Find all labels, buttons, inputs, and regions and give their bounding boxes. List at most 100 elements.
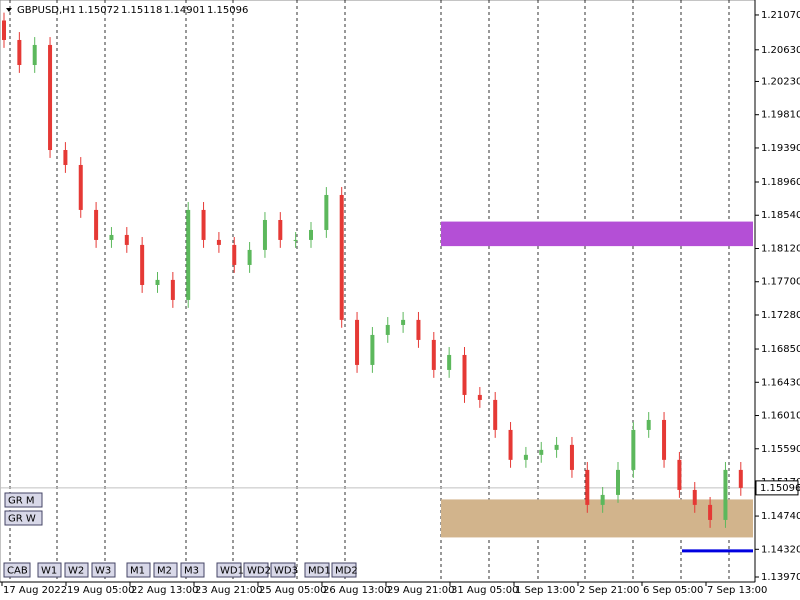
- button[interactable]: [91, 562, 116, 578]
- symbol: GBPUSD,H1: [17, 5, 76, 16]
- candle-body: [523, 454, 528, 460]
- candle-body: [94, 209, 99, 240]
- candle-body: [2, 20, 6, 40]
- candle-body: [124, 234, 129, 245]
- candle-body: [447, 354, 452, 370]
- candle-body: [723, 469, 728, 520]
- y-tick-label: 1.19390: [761, 143, 800, 154]
- header-value: 1.14901: [164, 5, 205, 16]
- candle-body: [339, 194, 344, 320]
- candle-body: [431, 339, 436, 370]
- candle-body: [278, 219, 283, 240]
- button[interactable]: [243, 562, 269, 578]
- candle-body: [539, 449, 544, 455]
- x-tick-label: 1 Sep 13:00: [515, 585, 575, 596]
- candle-body: [140, 244, 145, 285]
- candle-body: [616, 469, 620, 495]
- candle-body: [462, 354, 467, 395]
- button-label[interactable]: MD1: [308, 566, 331, 577]
- button-label[interactable]: M3: [184, 566, 199, 577]
- candle-body: [63, 150, 68, 165]
- price-tag-label: 1.15096: [760, 483, 800, 494]
- x-tick-label: 6 Sep 05:00: [643, 585, 703, 596]
- button-label[interactable]: M1: [130, 566, 145, 577]
- button-label[interactable]: WD2: [247, 566, 271, 577]
- candle-body: [48, 44, 53, 151]
- candle-body: [692, 489, 697, 505]
- y-tick-label: 1.13970: [761, 572, 800, 583]
- x-tick-label: 7 Sep 13:00: [707, 585, 767, 596]
- candle-body: [646, 419, 651, 430]
- y-tick-label: 1.17280: [761, 310, 800, 321]
- candle-body: [186, 209, 191, 300]
- button[interactable]: [126, 562, 151, 578]
- button-label[interactable]: GR M: [8, 496, 35, 507]
- x-tick-label: 19 Aug 05:00: [67, 585, 134, 596]
- button[interactable]: [4, 510, 43, 526]
- x-tick-label: 23 Aug 21:00: [195, 585, 262, 596]
- button[interactable]: [3, 562, 31, 578]
- menu-arrow[interactable]: [6, 8, 12, 12]
- candle-body: [78, 164, 83, 210]
- button[interactable]: [4, 492, 43, 508]
- y-tick-label: 1.20630: [761, 45, 800, 56]
- plot-area: [0, 0, 756, 583]
- y-tick-label: 1.21070: [761, 10, 800, 21]
- candle-body: [508, 429, 513, 460]
- button-label[interactable]: WD3: [274, 566, 298, 577]
- button[interactable]: [304, 562, 330, 578]
- candle-body: [232, 244, 237, 265]
- y-tick-label: 1.16010: [761, 411, 800, 422]
- x-tick-label: 22 Aug 13:00: [131, 585, 198, 596]
- candle-body: [170, 279, 175, 300]
- zone: [441, 499, 753, 538]
- candle-body: [554, 444, 559, 450]
- button-label[interactable]: W3: [95, 566, 111, 577]
- button[interactable]: [180, 562, 205, 578]
- candle-body: [477, 394, 482, 400]
- candle-body: [32, 44, 37, 65]
- button[interactable]: [64, 562, 89, 578]
- price-tag: [755, 480, 799, 496]
- x-tick-label: 26 Aug 13:00: [323, 585, 390, 596]
- candle-body: [155, 279, 160, 285]
- candle-body: [309, 229, 313, 240]
- candle-body: [569, 444, 574, 470]
- button[interactable]: [331, 562, 357, 578]
- button-label[interactable]: MD2: [335, 566, 358, 577]
- button[interactable]: [216, 562, 242, 578]
- candle-body: [662, 419, 667, 460]
- y-tick-label: 1.20230: [761, 76, 800, 87]
- button-label[interactable]: M2: [157, 566, 172, 577]
- candle-body: [324, 194, 329, 230]
- y-tick-label: 1.18120: [761, 243, 800, 254]
- y-tick-label: 1.19810: [761, 110, 800, 121]
- button-label[interactable]: GR W: [8, 514, 36, 525]
- y-tick-label: 1.17700: [761, 277, 800, 288]
- header-value: 1.15072: [78, 5, 119, 16]
- candle-body: [216, 239, 221, 245]
- candle-body: [370, 334, 375, 365]
- button-label[interactable]: WD1: [220, 566, 244, 577]
- candle-body: [600, 494, 605, 505]
- button-label[interactable]: W2: [68, 566, 84, 577]
- candle-body: [677, 459, 682, 490]
- x-tick-label: 29 Aug 21:00: [387, 585, 454, 596]
- button[interactable]: [270, 562, 296, 578]
- y-tick-label: 1.15590: [761, 444, 800, 455]
- candle-body: [109, 234, 114, 240]
- button-label[interactable]: W1: [41, 566, 57, 577]
- button[interactable]: [153, 562, 178, 578]
- candle-body: [201, 209, 206, 240]
- candle-body: [708, 504, 713, 520]
- zone: [441, 221, 753, 247]
- button[interactable]: [37, 562, 62, 578]
- y-tick-label: 1.18540: [761, 210, 800, 221]
- x-tick-label: 17 Aug 2022: [3, 585, 67, 596]
- candle-body: [585, 469, 590, 505]
- x-tick-label: 25 Aug 05:00: [259, 585, 326, 596]
- candle-body: [738, 469, 743, 488]
- candle-body: [17, 39, 22, 65]
- button-label[interactable]: CAB: [7, 566, 28, 577]
